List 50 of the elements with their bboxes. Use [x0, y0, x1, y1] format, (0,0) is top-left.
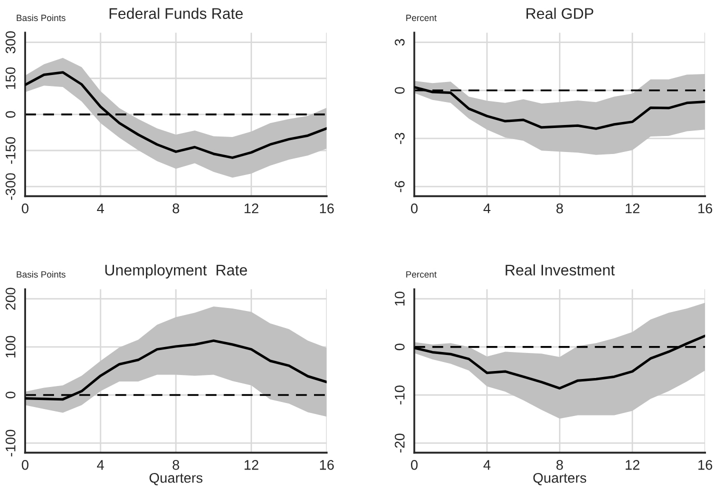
x-tick-label: 8 [556, 203, 563, 214]
x-tick-label: 12 [244, 460, 258, 470]
y-tick-label: 100 [6, 336, 16, 358]
x-tick-label: 4 [483, 460, 490, 470]
line-series [25, 71, 327, 159]
x-axis-title: Quarters [150, 472, 202, 486]
x-tick-label: 0 [22, 460, 28, 470]
x-tick-label: 16 [320, 460, 334, 470]
y-tick-label: 0 [6, 111, 16, 118]
y-tick-label: 10 [394, 292, 405, 306]
y-tick-label: -100 [6, 430, 16, 456]
y-axis-title: Basis Points [16, 14, 66, 22]
line-series [25, 339, 327, 401]
x-tick-label: 4 [96, 204, 104, 214]
y-tick-label: 300 [6, 31, 16, 54]
x-tick-label: 16 [320, 203, 334, 214]
x-tick-label: 0 [410, 460, 418, 470]
x-tick-label: 12 [244, 203, 258, 214]
x-tick-label: 12 [626, 203, 640, 214]
y-tick-label: -150 [6, 137, 16, 164]
y-tick-label: -10 [394, 386, 405, 404]
y-tick-label: 200 [6, 288, 16, 310]
x-tick-label: 4 [96, 460, 104, 470]
x-tick-label: 0 [410, 203, 418, 214]
y-tick-label: 0 [6, 392, 16, 398]
x-tick-label: 0 [22, 203, 28, 214]
y-tick-label: 0 [394, 344, 405, 350]
y-tick-label: -300 [6, 173, 16, 200]
x-tick-label: 12 [626, 460, 640, 470]
x-axis-title: Quarters [533, 472, 586, 486]
x-tick-label: 16 [698, 460, 712, 470]
y-axis-title: Percent [406, 14, 437, 22]
y-tick-label: -20 [394, 434, 405, 453]
chart-title: Real Investment [506, 264, 615, 276]
y-tick-label: -3 [394, 132, 405, 144]
y-tick-label: 150 [6, 67, 16, 89]
y-tick-label: -6 [394, 180, 405, 192]
line-series [414, 86, 706, 130]
x-tick-label: 8 [556, 460, 563, 470]
chart-title: Unemployment Rate [105, 264, 247, 279]
chart-title: Real GDP [526, 8, 594, 19]
x-tick-label: 8 [172, 460, 180, 470]
x-tick-label: 16 [698, 203, 712, 214]
y-axis-title: Basis Points [16, 271, 66, 278]
y-tick-label: 3 [394, 39, 405, 46]
y-tick-label: 0 [394, 87, 405, 94]
x-tick-label: 8 [172, 203, 180, 214]
x-tick-label: 4 [483, 204, 490, 214]
y-axis-title: Percent [406, 271, 437, 278]
chart-title: Federal Funds Rate [110, 8, 243, 19]
